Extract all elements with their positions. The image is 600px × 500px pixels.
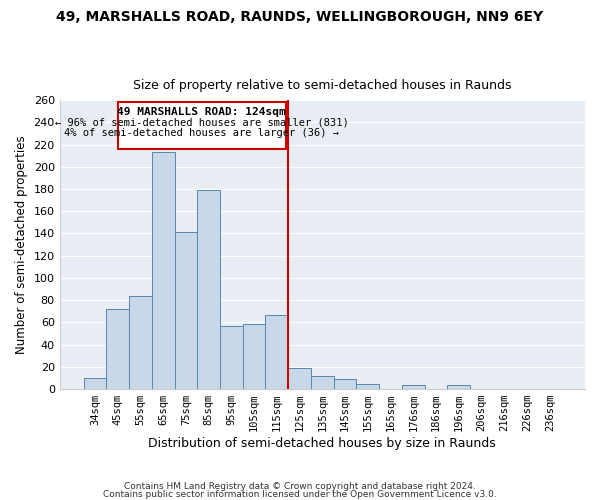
X-axis label: Distribution of semi-detached houses by size in Raunds: Distribution of semi-detached houses by … — [148, 437, 496, 450]
Title: Size of property relative to semi-detached houses in Raunds: Size of property relative to semi-detach… — [133, 79, 512, 92]
Text: Contains HM Land Registry data © Crown copyright and database right 2024.: Contains HM Land Registry data © Crown c… — [124, 482, 476, 491]
Bar — [356, 384, 379, 389]
Bar — [175, 232, 197, 389]
Bar — [197, 190, 220, 389]
Bar — [448, 384, 470, 389]
FancyBboxPatch shape — [118, 102, 286, 149]
Bar — [288, 368, 311, 389]
Text: Contains public sector information licensed under the Open Government Licence v3: Contains public sector information licen… — [103, 490, 497, 499]
Bar — [83, 378, 106, 389]
Bar — [265, 314, 288, 389]
Bar — [311, 376, 334, 389]
Bar — [129, 296, 152, 389]
Text: 4% of semi-detached houses are larger (36) →: 4% of semi-detached houses are larger (3… — [64, 128, 340, 138]
Bar — [402, 384, 425, 389]
Y-axis label: Number of semi-detached properties: Number of semi-detached properties — [15, 136, 28, 354]
Bar — [243, 324, 265, 389]
Bar — [152, 152, 175, 389]
Bar — [106, 309, 129, 389]
Bar — [334, 379, 356, 389]
Text: ← 96% of semi-detached houses are smaller (831): ← 96% of semi-detached houses are smalle… — [55, 118, 349, 128]
Text: 49 MARSHALLS ROAD: 124sqm: 49 MARSHALLS ROAD: 124sqm — [118, 107, 286, 117]
Text: 49, MARSHALLS ROAD, RAUNDS, WELLINGBOROUGH, NN9 6EY: 49, MARSHALLS ROAD, RAUNDS, WELLINGBOROU… — [56, 10, 544, 24]
Bar — [220, 326, 243, 389]
